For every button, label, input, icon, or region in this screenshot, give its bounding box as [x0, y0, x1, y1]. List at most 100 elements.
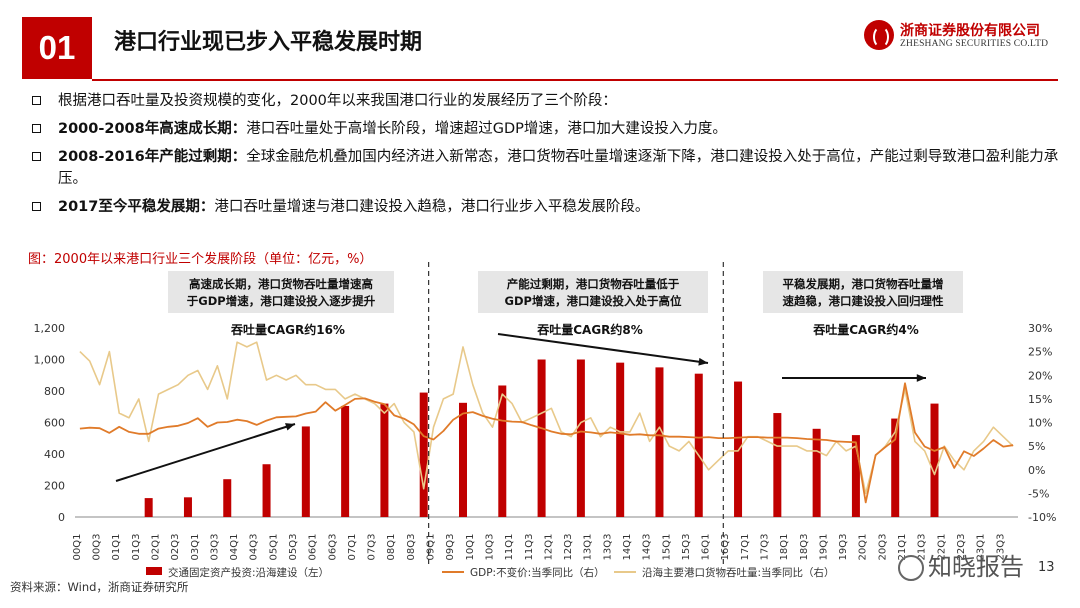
x-tick-label: 03Q1: [190, 534, 201, 561]
y-right-tick-label: 25%: [1028, 346, 1052, 359]
bullet-text: 全球金融危机叠加国内经济进入新常态，港口货物吞吐量增速逐渐下降，港口建设投入处于…: [58, 149, 1059, 187]
legend-label-bars: 交通固定资产投资:沿海建设（左）: [168, 566, 329, 579]
x-tick-label: 18Q3: [799, 534, 810, 561]
trend-arrow-head: [285, 423, 295, 431]
x-tick-label: 17Q3: [760, 534, 771, 561]
x-tick-label: 11Q3: [524, 534, 535, 561]
trend-arrow-head: [698, 357, 708, 366]
y-right-tick-label: 5%: [1028, 440, 1045, 453]
bar-coastal-investment: [812, 428, 821, 517]
x-tick-label: 05Q1: [268, 534, 279, 561]
phase-cagr-label: 吞吐量CAGR约8%: [537, 322, 643, 337]
bullet-list: 根据港口吞吐量及投资规模的变化，2000年以来我国港口行业的发展经历了三个阶段：…: [30, 90, 1070, 224]
x-tick-label: 04Q1: [229, 534, 240, 561]
bullet-bold: 2008-2016年产能过剩期：: [58, 149, 247, 165]
bar-coastal-investment: [498, 385, 507, 517]
bullet-item-intro: 根据港口吞吐量及投资规模的变化，2000年以来我国港口行业的发展经历了三个阶段：: [30, 90, 1070, 112]
phase-annotation-box: [168, 271, 394, 313]
x-tick-label: 11Q1: [504, 534, 515, 561]
x-tick-label: 06Q3: [327, 534, 338, 561]
chart-caption: 图：2000年以来港口行业三个发展阶段（单位：亿元，%）: [28, 252, 373, 267]
square-bullet-icon: [32, 96, 41, 105]
y-right-tick-label: -5%: [1028, 487, 1049, 500]
bullet-bold: 2017至今平稳发展期：: [58, 199, 215, 215]
x-tick-label: 01Q3: [131, 534, 142, 561]
square-bullet-icon: [32, 152, 41, 161]
y-left-tick-label: 1,200: [34, 322, 66, 335]
x-tick-label: 14Q3: [642, 534, 653, 561]
page-title: 港口行业现已步入平稳发展时期: [114, 30, 423, 55]
company-logo: 浙商证券股份有限公司 ZHESHANG SECURITIES CO.LTD: [864, 20, 1064, 64]
bar-coastal-investment: [419, 392, 428, 517]
x-tick-label: 07Q1: [347, 534, 358, 561]
x-tick-label: 20Q1: [858, 534, 869, 561]
x-tick-label: 09Q3: [445, 534, 456, 561]
y-left-tick-label: 600: [44, 417, 65, 430]
bar-coastal-investment: [459, 402, 468, 517]
page-number: 13: [1038, 560, 1055, 575]
bar-coastal-investment: [891, 418, 900, 517]
bar-coastal-investment: [144, 498, 153, 517]
x-tick-label: 21Q1: [897, 534, 908, 561]
y-right-tick-label: -10%: [1028, 511, 1056, 524]
y-left-tick-label: 800: [44, 385, 65, 398]
x-tick-label: 23Q3: [995, 534, 1006, 561]
bullet-item-phase-1: 2000-2008年高速成长期：港口吞吐量处于高增长阶段，增速超过GDP增速，港…: [30, 118, 1070, 140]
bar-coastal-investment: [537, 359, 546, 517]
bar-coastal-investment: [616, 362, 625, 517]
phase-annotation-box: [763, 271, 963, 313]
bar-coastal-investment: [183, 497, 192, 517]
bullet-text: 港口吞吐量处于高增长阶段，增速超过GDP增速，港口加大建设投入力度。: [246, 121, 727, 137]
y-left-tick-label: 1,000: [34, 354, 66, 367]
x-tick-label: 03Q3: [209, 534, 220, 561]
x-tick-label: 17Q1: [740, 534, 751, 561]
x-tick-label: 07Q3: [367, 534, 378, 561]
wechat-icon: [898, 555, 924, 581]
bar-coastal-investment: [734, 381, 743, 517]
y-left-tick-label: 200: [44, 480, 65, 493]
source-note: 资料来源：Wind，浙商证券研究所: [10, 580, 189, 594]
bar-coastal-investment: [301, 426, 310, 517]
bar-coastal-investment: [223, 479, 232, 517]
square-bullet-icon: [32, 202, 41, 211]
y-right-tick-label: 30%: [1028, 322, 1052, 335]
line-gdp-yoy: [79, 382, 1014, 504]
x-tick-label: 18Q1: [779, 534, 790, 561]
logo-name-en: ZHESHANG SECURITIES CO.LTD: [900, 39, 1049, 49]
bullet-text: 根据港口吞吐量及投资规模的变化，2000年以来我国港口行业的发展经历了三个阶段：: [58, 93, 617, 109]
section-number: 01: [22, 17, 92, 79]
phase-annotation-text: GDP增速，港口建设投入处于高位: [505, 294, 682, 308]
phase-annotation-text: 高速成长期，港口货物吞吐量增速高: [189, 277, 373, 291]
y-right-tick-label: 10%: [1028, 417, 1052, 430]
y-right-tick-label: 20%: [1028, 369, 1052, 382]
y-right-tick-label: 15%: [1028, 393, 1052, 406]
bar-coastal-investment: [694, 373, 703, 517]
x-tick-label: 15Q3: [681, 534, 692, 561]
x-tick-label: 15Q1: [661, 534, 672, 561]
trend-arrow-line: [497, 333, 709, 364]
bar-coastal-investment: [851, 435, 860, 517]
legend-label-throughput: 沿海主要港口货物吞吐量:当季同比（右）: [642, 566, 835, 579]
x-tick-label: 09Q1: [426, 534, 437, 561]
x-tick-label: 01Q1: [111, 534, 122, 561]
phase-annotation-text: 平稳发展期，港口货物吞吐量增: [783, 277, 944, 291]
phase-annotation-text: 速趋稳，港口建设投入回归理性: [783, 294, 944, 308]
x-tick-label: 14Q1: [622, 534, 633, 561]
x-tick-label: 02Q3: [170, 534, 181, 561]
x-tick-label: 02Q1: [150, 534, 161, 561]
y-left-tick-label: 0: [58, 511, 65, 524]
x-tick-label: 13Q3: [602, 534, 613, 561]
x-tick-label: 19Q1: [818, 534, 829, 561]
x-tick-label: 10Q3: [484, 534, 495, 561]
bullet-bold: 2000-2008年高速成长期：: [58, 121, 247, 137]
phase-annotation-text: 于GDP增速，港口建设投入逐步提升: [187, 294, 376, 308]
bullet-item-phase-3: 2017至今平稳发展期：港口吞吐量增速与港口建设投入趋稳，港口行业步入平稳发展阶…: [30, 196, 1070, 218]
x-tick-label: 19Q3: [838, 534, 849, 561]
x-tick-label: 21Q3: [917, 534, 928, 561]
logo-name-cn: 浙商证券股份有限公司: [900, 23, 1040, 39]
x-tick-label: 12Q1: [543, 534, 554, 561]
x-tick-label: 22Q3: [956, 534, 967, 561]
x-tick-label: 12Q3: [563, 534, 574, 561]
phase-annotation-text: 产能过剩期，港口货物吞吐量低于: [507, 277, 680, 291]
y-left-tick-label: 400: [44, 448, 65, 461]
